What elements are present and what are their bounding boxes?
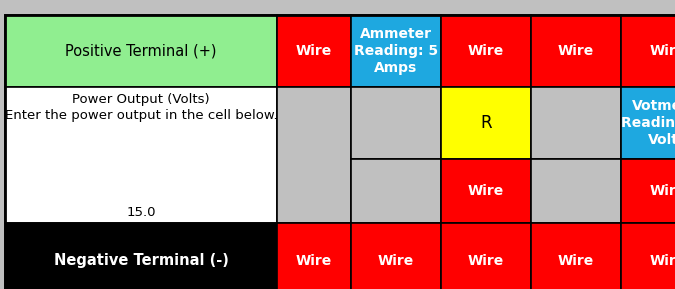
Text: 15.0: 15.0: [126, 207, 156, 220]
Text: Wire: Wire: [558, 254, 594, 268]
Text: Wire: Wire: [296, 254, 332, 268]
Text: Wire: Wire: [650, 44, 675, 58]
Bar: [531, 223, 621, 289]
Bar: [531, 15, 621, 87]
Text: Wire: Wire: [378, 254, 414, 268]
Text: Power Output (Volts)
Enter the power output in the cell below.: Power Output (Volts) Enter the power out…: [5, 93, 277, 122]
Text: Negative Terminal (-): Negative Terminal (-): [53, 253, 228, 268]
Text: Wire: Wire: [468, 254, 504, 268]
Bar: [621, 159, 675, 223]
Bar: [351, 159, 441, 223]
Bar: [441, 223, 531, 289]
Bar: [531, 87, 621, 159]
Bar: [277, 223, 351, 289]
Bar: [5, 15, 277, 87]
Text: Votmeter
Reading: 15
Volts: Votmeter Reading: 15 Volts: [621, 99, 675, 147]
Text: Wire: Wire: [296, 44, 332, 58]
Text: Wire: Wire: [558, 44, 594, 58]
Text: R: R: [480, 114, 492, 132]
Bar: [277, 15, 351, 87]
Bar: [621, 87, 675, 159]
Bar: [441, 159, 531, 223]
Text: Wire: Wire: [468, 184, 504, 198]
Text: Positive Terminal (+): Positive Terminal (+): [65, 44, 217, 58]
Bar: [351, 15, 441, 87]
Bar: [277, 87, 351, 223]
Text: Ammeter
Reading: 5
Amps: Ammeter Reading: 5 Amps: [354, 27, 438, 75]
Bar: [621, 15, 675, 87]
Bar: [531, 159, 621, 223]
Bar: [5, 87, 277, 223]
Text: Wire: Wire: [468, 44, 504, 58]
Text: Wire: Wire: [650, 254, 675, 268]
Bar: [5, 223, 277, 289]
Bar: [441, 15, 531, 87]
Bar: [441, 87, 531, 159]
Bar: [621, 223, 675, 289]
Bar: [351, 87, 441, 159]
Bar: [351, 223, 441, 289]
Text: Wire: Wire: [650, 184, 675, 198]
